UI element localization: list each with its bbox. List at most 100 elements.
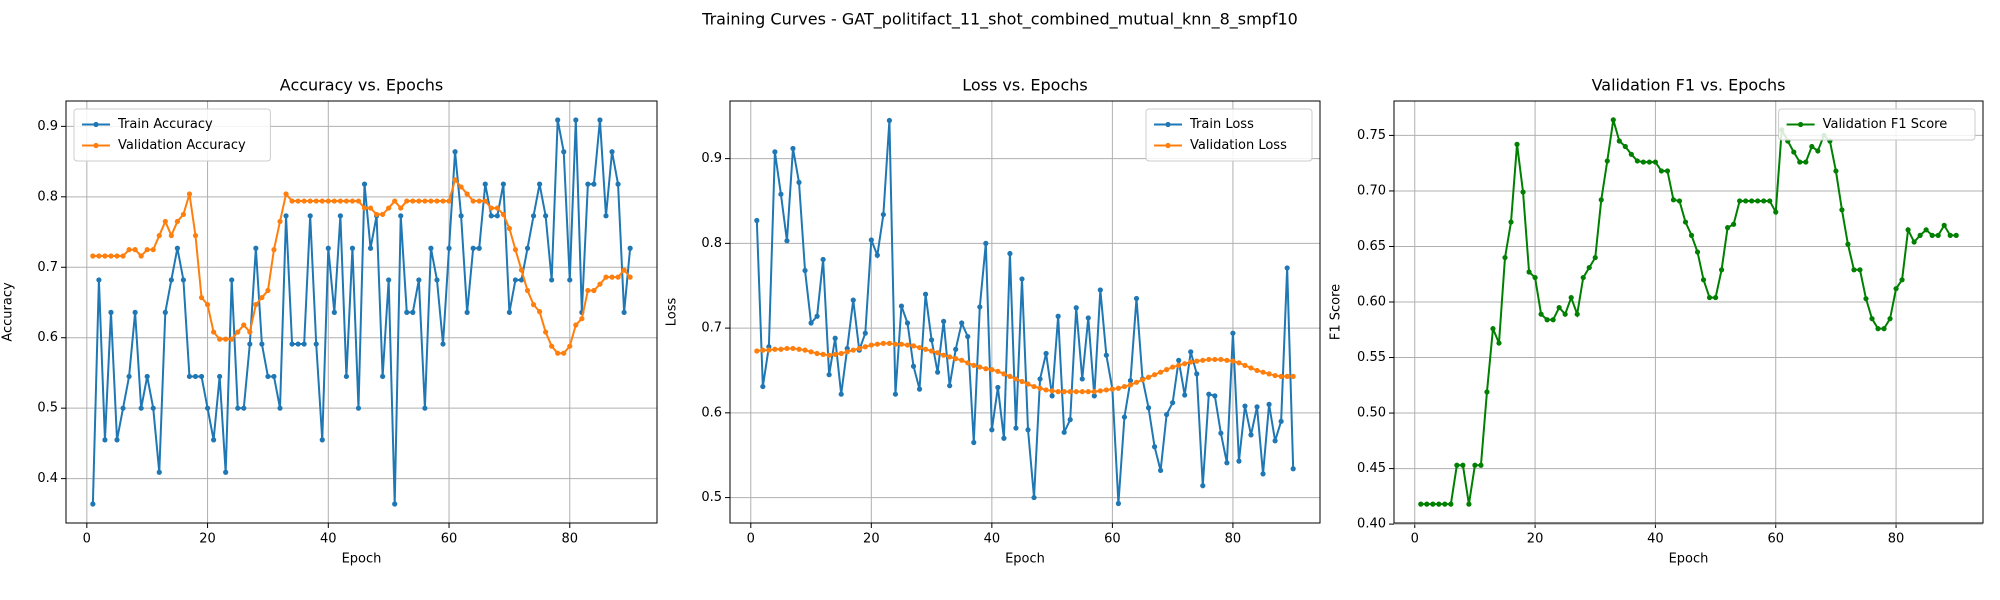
point (186, 191, 193, 197)
point (555, 117, 561, 123)
point (1182, 361, 1188, 367)
point (464, 191, 470, 197)
series-line (91, 119, 632, 505)
point (325, 245, 331, 251)
point (434, 198, 440, 204)
point (621, 267, 627, 273)
point (1001, 371, 1007, 377)
point (1947, 232, 1953, 238)
point (1737, 198, 1743, 204)
point (850, 347, 856, 353)
point (1013, 425, 1019, 431)
legend-marker (1165, 142, 1171, 149)
point (1526, 269, 1532, 275)
x-tick-label: 40 (320, 532, 337, 547)
x-tick-label: 60 (1767, 532, 1784, 547)
point (307, 213, 313, 219)
point (1194, 358, 1200, 364)
point (1079, 376, 1085, 382)
point (826, 352, 832, 358)
point (96, 277, 102, 283)
y-tick-label: 0.6 (37, 330, 58, 345)
x-axis-label: Epoch (342, 552, 382, 567)
point (766, 347, 772, 353)
point (162, 218, 168, 225)
point (1484, 389, 1490, 395)
point (796, 346, 802, 352)
point (1025, 381, 1031, 387)
x-tick-label: 80 (1225, 532, 1242, 547)
point (603, 274, 609, 280)
point (627, 245, 633, 251)
point (1139, 377, 1146, 383)
point (1176, 357, 1182, 363)
point (1164, 367, 1170, 373)
point (259, 341, 265, 347)
point (904, 320, 911, 326)
y-tick-label: 0.60 (1357, 295, 1386, 310)
point (1604, 158, 1610, 164)
point (989, 427, 995, 433)
point (573, 117, 579, 123)
point (265, 373, 271, 380)
point (1520, 189, 1526, 195)
point (524, 287, 531, 294)
point (1073, 389, 1079, 395)
point (1188, 359, 1194, 365)
point (609, 149, 615, 155)
point (518, 267, 525, 273)
point (1478, 462, 1484, 468)
point (198, 373, 205, 380)
point (561, 149, 567, 155)
point (392, 198, 398, 204)
point (862, 344, 868, 350)
legend-marker (1798, 121, 1804, 128)
point (1091, 393, 1097, 399)
point (1640, 159, 1646, 165)
point (90, 501, 96, 507)
point (361, 205, 368, 211)
point (1145, 374, 1152, 380)
point (880, 340, 886, 346)
point (488, 205, 494, 211)
point (754, 217, 760, 224)
point (1097, 388, 1103, 394)
point (1592, 254, 1598, 261)
axes-title: Validation F1 vs. Epochs (1592, 76, 1786, 95)
point (838, 350, 844, 357)
point (1031, 494, 1037, 501)
point (1532, 274, 1538, 281)
point (180, 277, 187, 283)
point (386, 205, 392, 211)
point (1664, 168, 1671, 174)
point (1127, 382, 1134, 388)
point (1616, 138, 1622, 144)
point (289, 198, 295, 204)
point (790, 345, 796, 352)
point (1248, 365, 1254, 371)
point (910, 343, 917, 349)
point (271, 373, 277, 380)
point (892, 341, 899, 347)
series-line (755, 120, 1295, 504)
point (500, 211, 506, 218)
legend: Validation F1 Score (1778, 108, 1976, 141)
point (1067, 417, 1073, 423)
point (1725, 225, 1731, 231)
point (1127, 378, 1134, 384)
point (217, 336, 223, 342)
point (935, 369, 941, 375)
legend-box (1145, 108, 1313, 162)
point (1460, 462, 1466, 468)
y-tick-label: 0.45 (1357, 461, 1386, 476)
point (416, 277, 422, 283)
point (995, 384, 1001, 391)
point (1953, 232, 1959, 238)
point (235, 405, 241, 411)
point (555, 350, 561, 356)
point (464, 309, 470, 315)
point (307, 198, 313, 204)
point (1610, 117, 1616, 123)
point (253, 302, 259, 308)
point (760, 347, 766, 353)
